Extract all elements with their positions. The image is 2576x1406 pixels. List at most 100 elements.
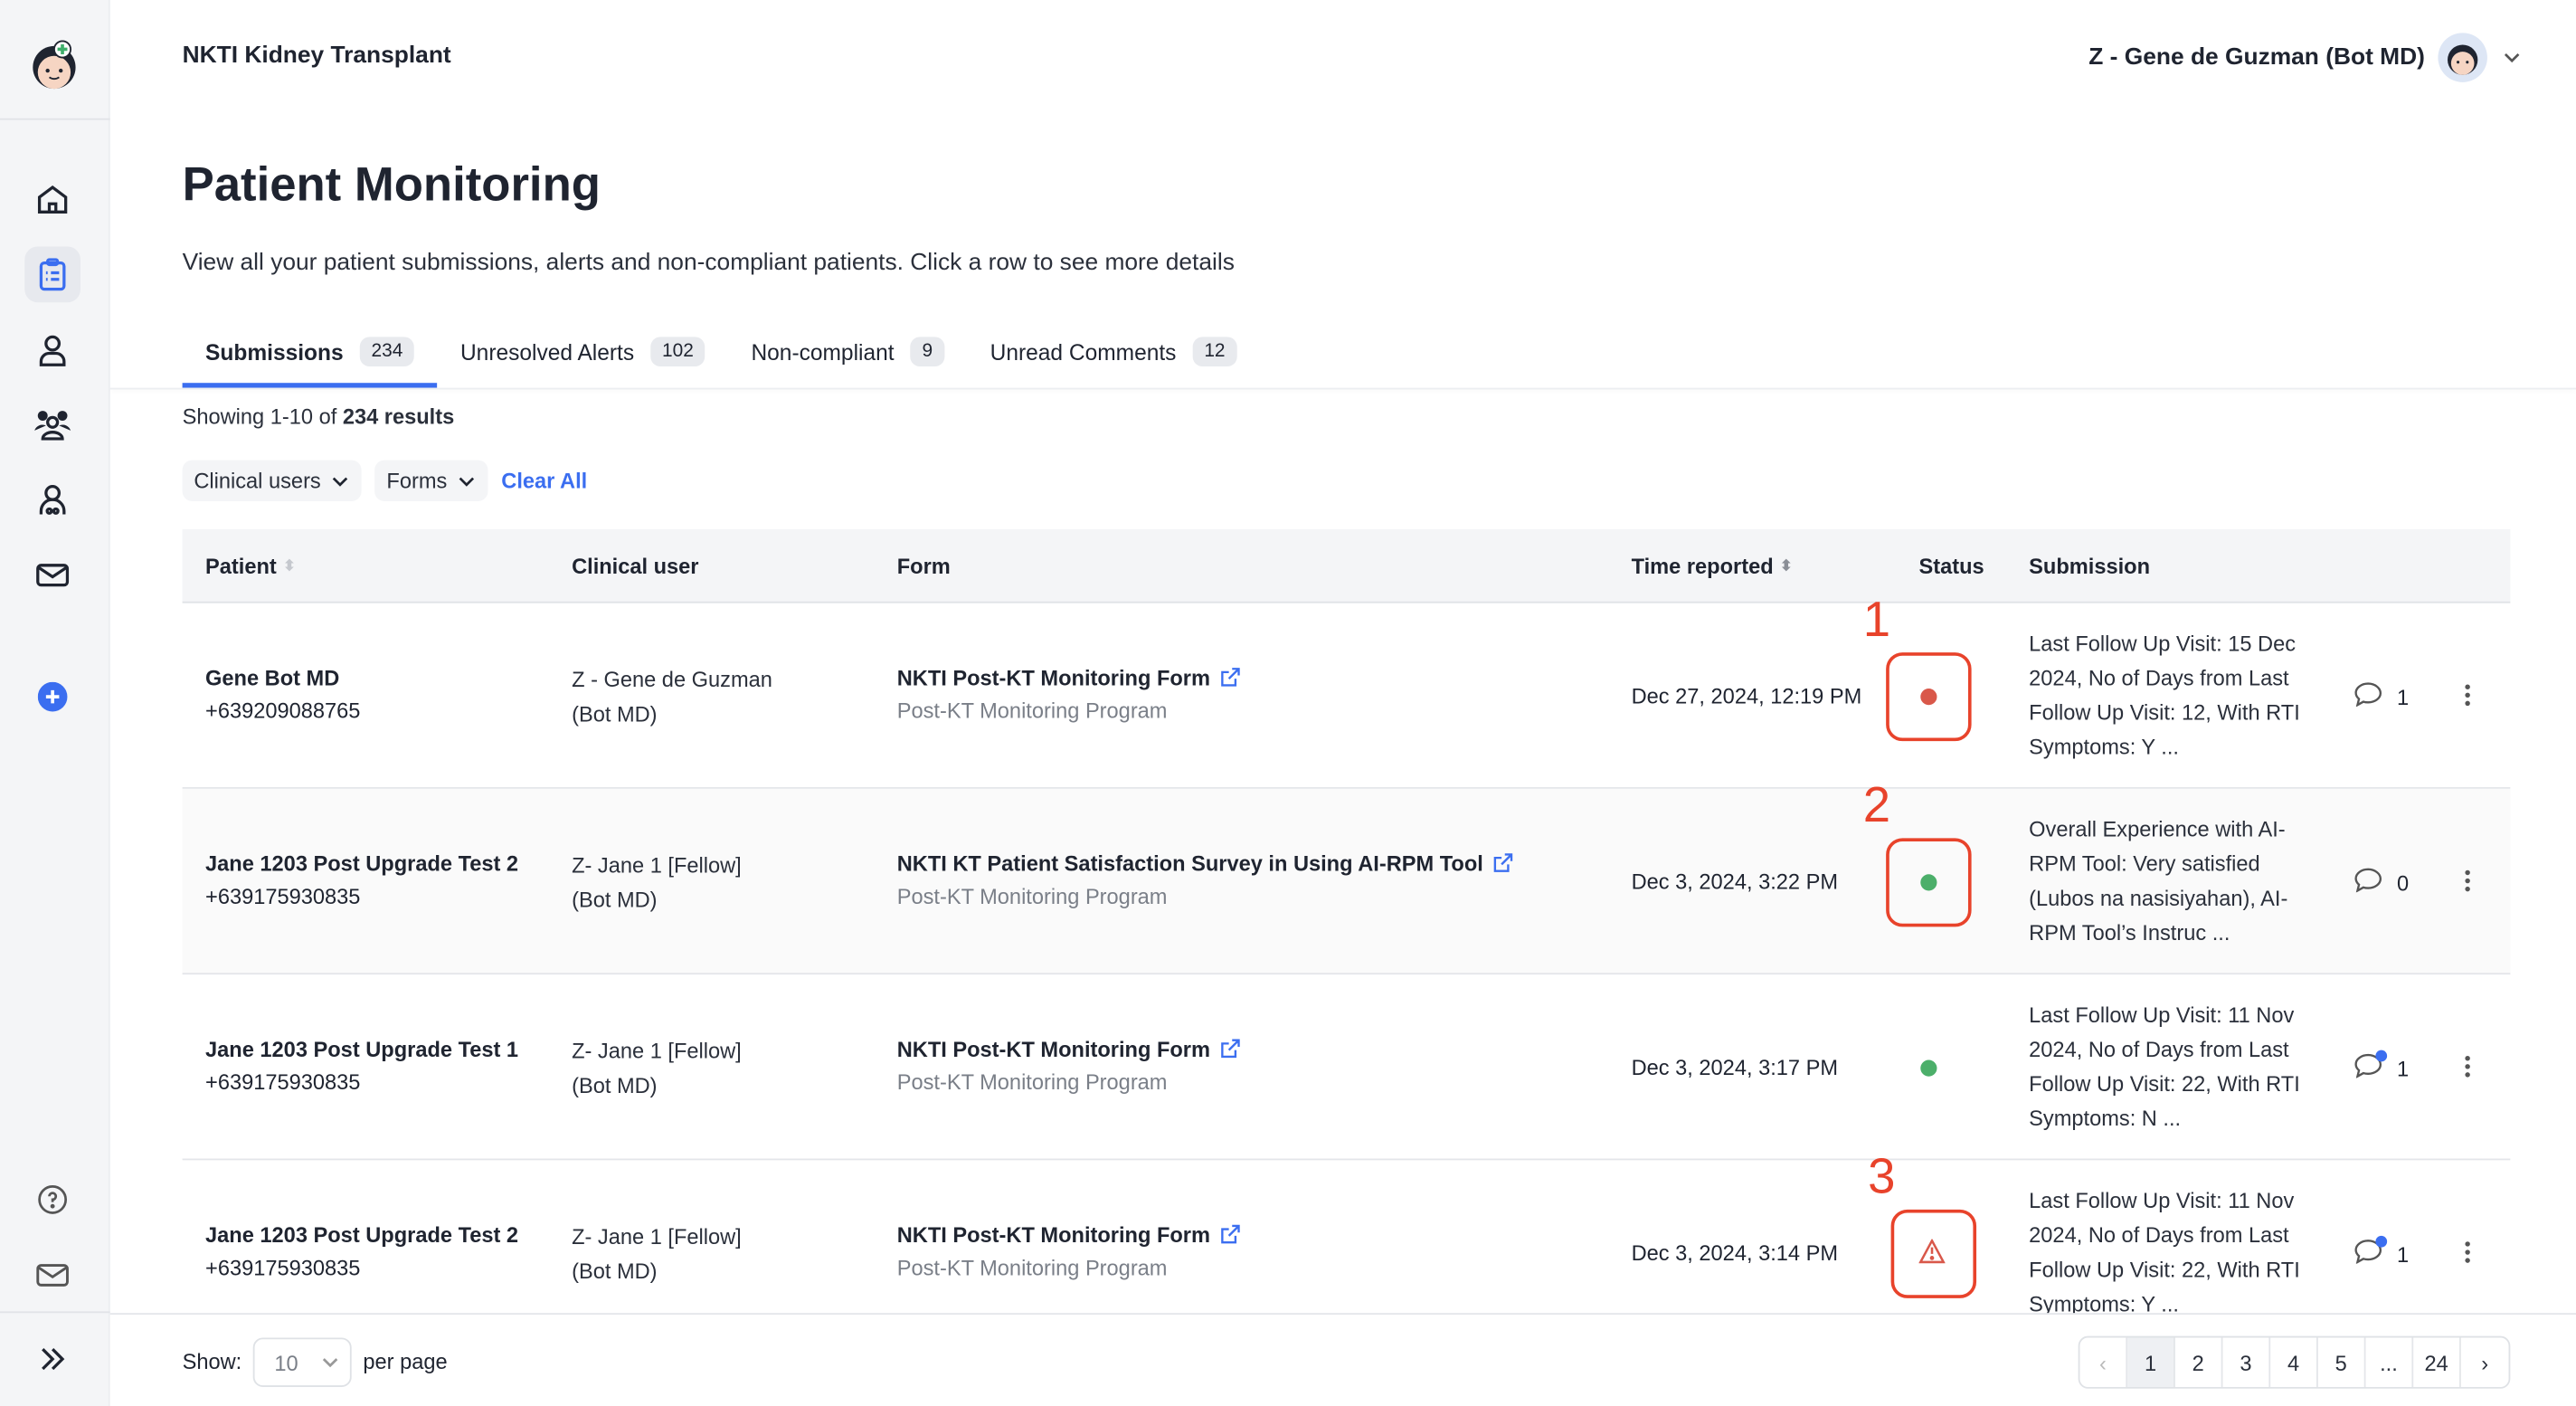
results-prefix: Showing 1-10 of	[182, 404, 343, 430]
row-menu-button[interactable]	[2463, 1053, 2473, 1085]
sidebar-expand-button[interactable]	[24, 1331, 80, 1387]
clinical-users-filter[interactable]: Clinical users	[182, 460, 363, 501]
tab-unread-comments[interactable]: Unread Comments 12	[967, 332, 1259, 388]
bot-md-logo	[33, 40, 76, 90]
time-reported: Dec 3, 2024, 3:22 PM	[1631, 869, 1839, 895]
tab-non-compliant[interactable]: Non-compliant 9	[728, 332, 967, 388]
sidebar-item-doctors[interactable]	[24, 471, 80, 527]
table-row[interactable]: Jane 1203 Post Upgrade Test 1 +6391759308…	[182, 974, 2511, 1161]
patient-phone: +639175930835	[205, 1255, 361, 1280]
header-patient[interactable]: Patient ⬍	[205, 554, 296, 578]
forms-filter[interactable]: Forms	[374, 460, 488, 501]
sort-icon: ⬍	[283, 556, 296, 574]
page-button[interactable]: 2	[2175, 1337, 2223, 1387]
row-menu-button[interactable]	[2463, 1240, 2473, 1271]
sidebar-item-help[interactable]	[24, 1172, 80, 1228]
sidebar-item-groups[interactable]	[24, 396, 80, 452]
program-name: Post-KT Monitoring Program	[896, 698, 1168, 724]
status-dot-red	[1920, 689, 1937, 706]
tabs: Submissions 234 Unresolved Alerts 102 Non-…	[182, 332, 1260, 388]
comment-count: 0	[2397, 869, 2410, 895]
next-page-button[interactable]: ›	[2461, 1337, 2509, 1386]
page-button[interactable]: 4	[2270, 1337, 2318, 1387]
external-link-icon[interactable]	[1220, 1224, 1240, 1244]
patient-phone: +639175930835	[205, 884, 361, 909]
patient-name: Jane 1203 Post Upgrade Test 1	[205, 1037, 519, 1062]
submissions-table: Patient ⬍ Clinical user Form Time reporte…	[182, 528, 2511, 1346]
form-name[interactable]: NKTI Post-KT Monitoring Form	[896, 1037, 1210, 1062]
external-link-icon[interactable]	[1220, 1039, 1240, 1059]
page-button[interactable]: 5	[2318, 1337, 2366, 1387]
sidebar-item-messages[interactable]	[24, 547, 80, 603]
chevron-down-icon	[2504, 52, 2520, 63]
per-page-select[interactable]: 10	[252, 1337, 352, 1387]
header-submission: Submission	[2029, 554, 2151, 579]
row-menu-button[interactable]	[2463, 868, 2473, 899]
tab-submissions[interactable]: Submissions 234	[182, 332, 438, 388]
comments-button[interactable]: 1	[2354, 1235, 2410, 1269]
header-label: Patient	[205, 554, 277, 579]
annotation-box	[1886, 652, 1972, 742]
page-button[interactable]: 1	[2127, 1337, 2175, 1387]
mail-icon	[36, 1264, 69, 1287]
table-header: Patient ⬍ Clinical user Form Time reporte…	[182, 528, 2511, 603]
comment-icon	[2354, 682, 2382, 708]
submission-summary: Overall Experience with AI-RPM Tool: Ver…	[2029, 816, 2288, 945]
annotation-box	[1886, 838, 1972, 927]
sidebar-item-submissions[interactable]	[24, 246, 81, 303]
unread-dot	[2375, 1235, 2388, 1248]
clear-all-button[interactable]: Clear All	[501, 468, 588, 493]
sidebar-item-home[interactable]	[24, 171, 80, 227]
row-menu-button[interactable]	[2463, 682, 2473, 714]
page-button[interactable]: 24	[2413, 1337, 2461, 1387]
sort-icon: ⬍	[1779, 556, 1793, 574]
annotation-number: 2	[1862, 778, 1891, 833]
help-icon	[38, 1185, 68, 1214]
patient-name: Gene Bot MD	[205, 665, 340, 690]
more-vertical-icon	[2465, 1055, 2470, 1078]
patient-name: Jane 1203 Post Upgrade Test 2	[205, 850, 519, 877]
page-button[interactable]: 3	[2222, 1337, 2271, 1387]
form-name[interactable]: NKTI KT Patient Satisfaction Survey in U…	[896, 850, 1483, 877]
sidebar-item-patient[interactable]	[24, 322, 80, 378]
home-icon	[37, 185, 68, 214]
comment-count: 1	[2397, 1241, 2410, 1267]
header-time-reported[interactable]: Time reported ⬍	[1632, 554, 1793, 578]
comments-button[interactable]: 1	[2354, 1050, 2409, 1083]
chevron-left-icon: ‹	[2098, 1350, 2107, 1375]
comments-button[interactable]: 1	[2354, 682, 2409, 712]
prev-page-button[interactable]: ‹	[2079, 1337, 2128, 1387]
chevron-down-icon	[459, 476, 475, 486]
sidebar-item-inbox[interactable]	[24, 1248, 80, 1304]
user-icon	[39, 335, 66, 366]
comment-icon	[2354, 1240, 2382, 1265]
filter-label: Forms	[386, 468, 448, 493]
form-name[interactable]: NKTI Post-KT Monitoring Form	[896, 665, 1210, 690]
warning-icon	[1918, 1239, 1946, 1264]
sidebar-item-add[interactable]	[24, 669, 80, 725]
patient-phone: +639175930835	[205, 1069, 361, 1095]
time-reported: Dec 27, 2024, 12:19 PM	[1631, 683, 1862, 708]
header-form: Form	[896, 554, 951, 579]
form-name[interactable]: NKTI Post-KT Monitoring Form	[896, 1222, 1210, 1248]
patient-name: Jane 1203 Post Upgrade Test 2	[205, 1222, 519, 1248]
show-label: Show:	[182, 1349, 242, 1374]
external-link-icon[interactable]	[1493, 853, 1513, 873]
comments-button[interactable]: 0	[2354, 868, 2409, 898]
comment-icon	[2354, 1053, 2382, 1079]
page-button[interactable]: ...	[2366, 1337, 2414, 1387]
tab-unresolved-alerts[interactable]: Unresolved Alerts 102	[438, 332, 728, 388]
external-link-icon[interactable]	[1220, 667, 1240, 687]
table-row[interactable]: Jane 1203 Post Upgrade Test 2 +6391759308…	[182, 779, 2511, 975]
annotation-number: 3	[1868, 1150, 1896, 1205]
submission-summary: Last Follow Up Visit: 15 Dec 2024, No of…	[2029, 631, 2300, 760]
tab-count: 102	[650, 337, 706, 367]
chevron-right-icon: ›	[2481, 1350, 2489, 1375]
user-menu[interactable]: Z - Gene de Guzman (Bot MD)	[2088, 33, 2524, 82]
program-name: Post-KT Monitoring Program	[896, 1255, 1168, 1280]
page-subtitle: View all your patient submissions, alert…	[182, 250, 1235, 277]
table-row[interactable]: Gene Bot MD +639209088765 Z - Gene de Guzm…	[182, 594, 2511, 789]
per-page-value: 10	[274, 1350, 298, 1375]
tab-label: Unresolved Alerts	[459, 339, 635, 366]
sidebar	[0, 0, 110, 1406]
